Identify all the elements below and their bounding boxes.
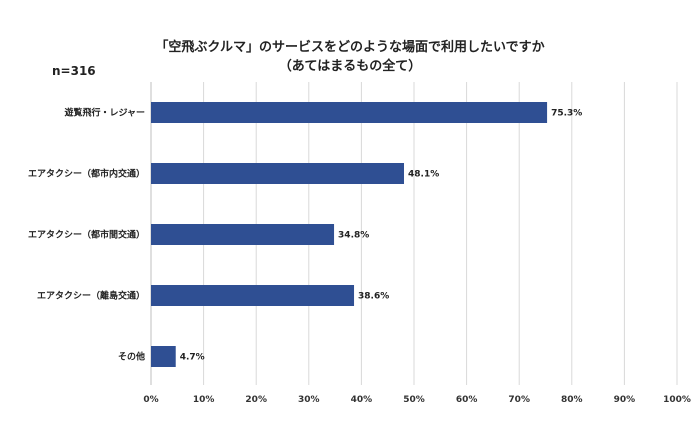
bar	[151, 346, 176, 367]
x-tick-label: 10%	[193, 395, 215, 405]
x-tick-label: 0%	[143, 395, 158, 405]
bar	[151, 163, 405, 184]
x-tick-label: 80%	[561, 395, 583, 405]
x-tick-label: 50%	[403, 395, 425, 405]
chart-title-line-1: 「空飛ぶクルマ」のサービスをどのような場面で利用したいですか	[155, 40, 545, 55]
chart-title-line-2: （あてはまるもの全て）	[278, 59, 422, 74]
x-tick-label: 60%	[456, 395, 478, 405]
x-tick-label: 30%	[298, 395, 320, 405]
sample-size-label: n=316	[52, 64, 96, 78]
category-label: 遊覧飛行・レジャー	[64, 107, 145, 119]
data-label: 4.7%	[180, 353, 205, 363]
x-tick-label: 70%	[508, 395, 530, 405]
category-label: エアタクシー（離島交通）	[37, 290, 145, 302]
data-label: 34.8%	[338, 231, 369, 241]
category-label: その他	[118, 351, 145, 363]
bar	[151, 285, 355, 306]
data-label: 75.3%	[551, 109, 582, 119]
x-tick-label: 20%	[245, 395, 267, 405]
x-tick-label: 40%	[351, 395, 373, 405]
x-tick-label: 90%	[614, 395, 636, 405]
category-label: エアタクシー（都市内交通）	[28, 168, 145, 180]
bar	[151, 102, 548, 123]
x-tick-label: 100%	[663, 395, 691, 405]
data-label: 48.1%	[408, 170, 439, 180]
data-label: 38.6%	[358, 292, 389, 302]
category-label: エアタクシー（都市間交通）	[28, 229, 145, 241]
bar	[151, 224, 335, 245]
